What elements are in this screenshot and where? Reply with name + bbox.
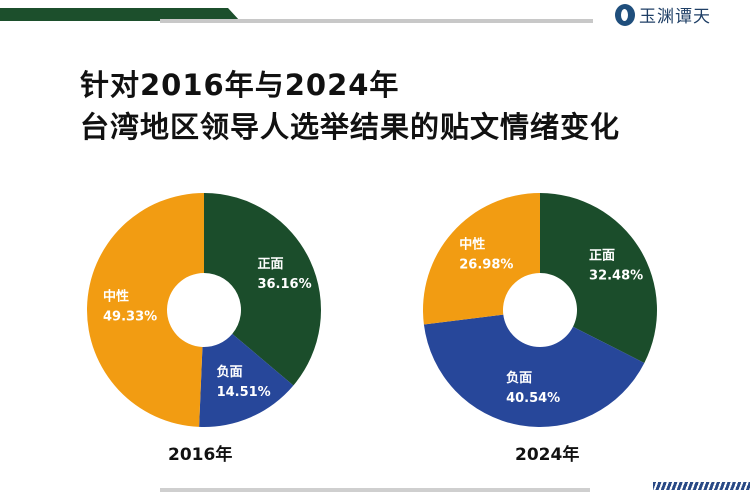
slice-0-1: [199, 333, 294, 427]
header-bar: [0, 8, 240, 21]
slice-value-1-2: 26.98%: [459, 257, 513, 272]
logo: 玉渊谭天: [615, 2, 711, 27]
slice-1-2: [423, 193, 540, 325]
slice-value-0-2: 49.33%: [103, 309, 157, 324]
logo-text: 玉渊谭天: [639, 7, 711, 27]
header-divider: [160, 19, 593, 23]
slice-label-1-0: 正面: [589, 249, 615, 264]
footer-stripes: [653, 482, 750, 490]
slice-1-0: [540, 193, 657, 363]
slice-value-0-1: 14.51%: [217, 385, 271, 400]
page-title-line2: 台湾地区领导人选举结果的贴文情绪变化: [80, 110, 621, 144]
slice-value-0-0: 36.16%: [257, 277, 311, 292]
chart-2016-title: 2016年: [168, 445, 233, 465]
slice-label-0-1: 负面: [217, 364, 243, 380]
slice-value-1-0: 32.48%: [589, 269, 643, 284]
slice-value-1-1: 40.54%: [506, 391, 560, 406]
slice-label-0-2: 中性: [103, 288, 129, 304]
logo-icon: [615, 3, 635, 26]
page-title-line1: 针对2016年与2024年: [80, 68, 400, 102]
slice-0-0: [204, 193, 322, 386]
slice-1-1: [423, 314, 645, 428]
slice-label-1-2: 中性: [459, 236, 485, 252]
slice-0-2: [86, 193, 204, 427]
slice-label-0-0: 正面: [257, 257, 283, 272]
chart-2024-title: 2024年: [515, 445, 580, 465]
footer-divider: [160, 488, 590, 492]
slice-label-1-1: 负面: [506, 370, 532, 386]
